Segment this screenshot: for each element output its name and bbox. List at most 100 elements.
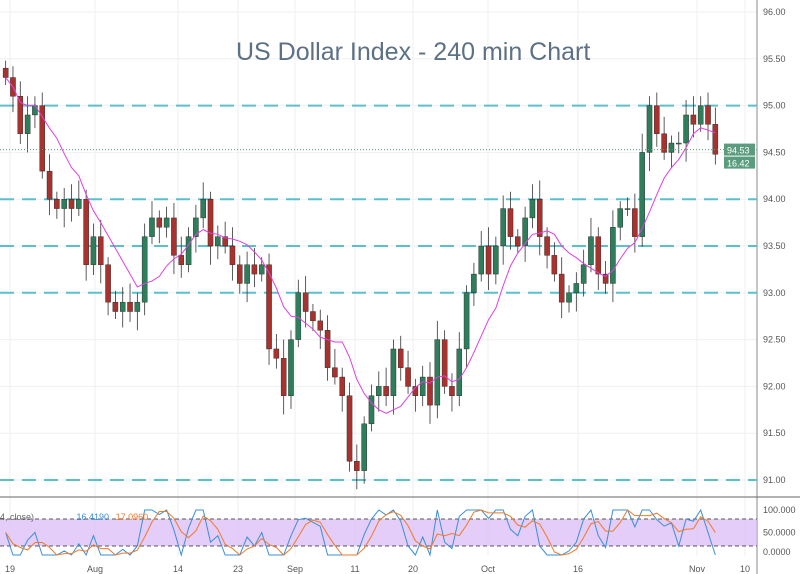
candle-body: [536, 198, 543, 237]
y-tick-label: 93.00: [763, 288, 786, 298]
candle-body: [83, 198, 89, 265]
candle-body: [683, 114, 689, 144]
last-price-label-bg: [724, 143, 755, 156]
candle-body: [507, 208, 514, 237]
candle-body: [632, 208, 638, 237]
candle-body: [251, 264, 258, 275]
indicator-y-tick: 100.000: [763, 505, 796, 515]
secondary-label: 16.42: [727, 159, 750, 169]
candle-body: [434, 339, 441, 406]
candle-body: [697, 105, 704, 125]
candle-body: [266, 264, 272, 350]
candle-body: [449, 386, 455, 396]
x-tick-label: 14: [173, 564, 183, 574]
candle-body: [288, 339, 294, 396]
y-tick-label: 95.00: [763, 101, 786, 111]
candle-body: [54, 198, 60, 209]
candle-body: [149, 217, 155, 237]
candle-body: [654, 105, 660, 134]
candle-body: [134, 301, 141, 312]
candle-body: [558, 273, 565, 303]
candle-body: [178, 255, 185, 265]
candle-body: [295, 292, 302, 340]
x-tick-label: Aug: [87, 564, 103, 574]
x-tick-label: 23: [233, 564, 243, 574]
candle-body: [61, 198, 67, 209]
candle-body: [193, 217, 199, 237]
candle-body: [675, 142, 682, 145]
candle-body: [244, 264, 250, 284]
candle-body: [456, 348, 463, 396]
candle-body: [119, 301, 126, 312]
candle-body: [712, 124, 719, 155]
candle-body: [98, 236, 104, 265]
candle-body: [200, 198, 206, 219]
x-tick-label: 16: [573, 564, 583, 574]
candle-body: [383, 386, 389, 396]
candle-body: [661, 133, 667, 153]
candle-body: [580, 264, 587, 284]
candle-body: [566, 292, 572, 303]
candle-body: [90, 236, 97, 265]
candle-body: [485, 245, 492, 275]
candle-body: [478, 245, 484, 275]
candle-body: [32, 105, 38, 116]
x-tick-label: Nov: [689, 564, 706, 574]
candle-body: [463, 292, 470, 350]
candle-body: [427, 376, 433, 406]
candle-body: [222, 236, 228, 247]
candle-body: [368, 395, 375, 425]
y-tick-label: 91.50: [763, 428, 786, 438]
candle-body: [39, 105, 46, 172]
y-tick-label: 91.00: [763, 475, 786, 485]
candle-body: [24, 114, 31, 134]
candle-body: [354, 461, 360, 471]
candle-body: [617, 208, 623, 228]
candle-body: [68, 198, 75, 209]
candle-body: [237, 264, 243, 284]
candle-body: [76, 198, 82, 209]
x-tick-label: 11: [350, 564, 359, 574]
candle-body: [493, 245, 499, 275]
candle-body: [17, 96, 24, 134]
candle-body: [624, 208, 631, 210]
stoch-band: [0, 519, 757, 546]
indicator-y-tick: 50.0000: [763, 528, 796, 538]
secondary-label-bg: [724, 156, 755, 169]
candle-body: [522, 217, 528, 247]
candle-body: [273, 348, 280, 359]
candle-body: [258, 264, 265, 275]
candle-body: [405, 367, 411, 387]
candle-body: [156, 217, 163, 228]
candle-body: [339, 376, 345, 396]
candle-body: [332, 367, 338, 378]
candle-body: [602, 273, 609, 284]
candle-body: [207, 198, 214, 247]
candle-body: [105, 264, 111, 303]
candle-body: [127, 301, 133, 312]
d-value: 17.0960: [115, 512, 149, 522]
x-tick-label: 10: [740, 564, 750, 574]
candle-body: [610, 227, 616, 284]
candle-body: [668, 142, 675, 153]
candle-body: [346, 395, 353, 462]
y-tick-label: 94.00: [763, 194, 786, 204]
candle-body: [361, 423, 367, 471]
candle-body: [376, 386, 382, 396]
candle-body: [705, 105, 711, 125]
candle-body: [163, 217, 170, 228]
indicator-y-tick: 0.0000: [763, 547, 791, 557]
candle-body: [419, 376, 426, 396]
y-tick-label: 93.50: [763, 241, 786, 251]
candle-body: [112, 301, 119, 312]
y-tick-label: 95.50: [763, 54, 786, 64]
candle-body: [302, 292, 309, 312]
candle-body: [185, 236, 192, 265]
indicator-params: 4, close): [0, 512, 35, 522]
candle-body: [317, 320, 324, 331]
stoch-d-line: [5, 509, 716, 556]
candle-body: [215, 236, 221, 247]
candle-body: [46, 170, 53, 200]
